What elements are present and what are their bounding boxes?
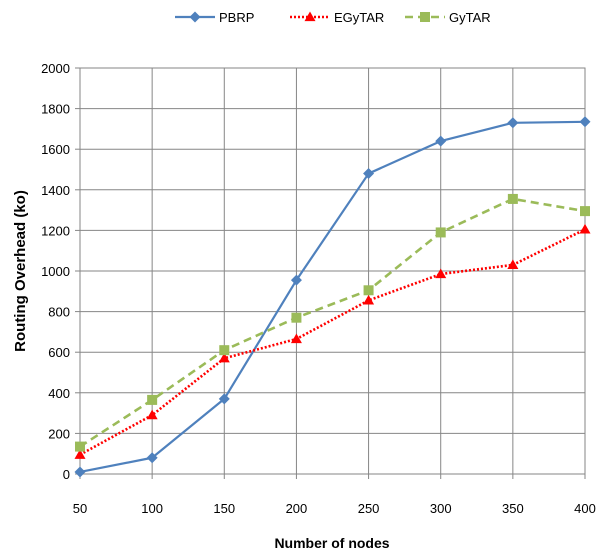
data-point-gytar-350 — [507, 193, 518, 204]
x-tick-label-100: 100 — [141, 501, 163, 516]
y-axis-title: Routing Overhead (ko) — [12, 190, 29, 352]
data-point-gytar-150 — [219, 345, 230, 356]
legend-marker-pbrp — [189, 11, 201, 23]
y-tick-label-1200: 1200 — [41, 223, 70, 238]
x-axis-tick-labels: 50 100 150 200 250 300 350 400 — [73, 501, 596, 516]
data-point-gytar-300 — [435, 227, 446, 238]
data-point-egytar-300 — [435, 268, 447, 279]
data-point-pbrp-50 — [74, 466, 86, 478]
x-tick-label-200: 200 — [286, 501, 308, 516]
legend-item-egytar: EGyTAR — [290, 10, 384, 25]
legend-label-gytar: GyTAR — [449, 10, 491, 25]
data-point-gytar-200 — [291, 312, 302, 323]
legend-item-pbrp: PBRP — [175, 10, 254, 25]
gridlines — [75, 67, 586, 479]
series-gytar — [75, 193, 590, 452]
x-tick-label-150: 150 — [213, 501, 235, 516]
y-tick-label-800: 800 — [48, 305, 70, 320]
series-line-egytar — [79, 228, 586, 456]
series-pbrp — [74, 116, 591, 478]
legend-label-egytar: EGyTAR — [334, 10, 384, 25]
data-point-egytar-350 — [507, 259, 519, 270]
x-axis-title: Number of nodes — [274, 535, 389, 551]
x-tick-label-50: 50 — [73, 501, 87, 516]
legend-marker-egytar — [304, 11, 316, 22]
legend-item-gytar: GyTAR — [405, 10, 491, 25]
y-tick-label-400: 400 — [48, 386, 70, 401]
data-point-pbrp-350 — [507, 117, 519, 129]
y-tick-label-1800: 1800 — [41, 102, 70, 117]
y-tick-label-200: 200 — [48, 426, 70, 441]
data-point-pbrp-200 — [290, 274, 302, 286]
legend-marker-gytar — [420, 12, 430, 22]
legend: PBRP EGyTAR GyTAR — [175, 10, 491, 25]
data-point-pbrp-100 — [146, 452, 158, 464]
legend-label-pbrp: PBRP — [219, 10, 254, 25]
data-point-egytar-200 — [290, 333, 302, 344]
series-egytar — [74, 223, 591, 459]
y-tick-label-1000: 1000 — [41, 264, 70, 279]
data-point-gytar-50 — [75, 441, 85, 452]
x-tick-label-300: 300 — [430, 501, 452, 516]
series-layer — [74, 116, 591, 478]
x-tick-label-350: 350 — [502, 501, 524, 516]
data-point-egytar-150 — [218, 352, 230, 363]
x-tick-label-250: 250 — [358, 501, 380, 516]
data-point-egytar-400 — [579, 223, 591, 234]
data-point-egytar-100 — [146, 409, 158, 420]
data-point-egytar-50 — [74, 449, 86, 459]
data-point-gytar-400 — [580, 206, 590, 217]
data-point-pbrp-250 — [363, 168, 375, 180]
series-line-pbrp — [79, 120, 586, 474]
data-point-gytar-250 — [363, 285, 374, 296]
data-point-pbrp-400 — [579, 116, 591, 128]
y-tick-label-1600: 1600 — [41, 142, 70, 157]
data-point-pbrp-300 — [435, 135, 447, 147]
y-tick-label-0: 0 — [63, 467, 70, 482]
data-point-gytar-100 — [147, 394, 158, 405]
y-tick-label-2000: 2000 — [41, 61, 70, 76]
x-tick-label-400: 400 — [574, 501, 596, 516]
y-tick-label-600: 600 — [48, 345, 70, 360]
data-point-egytar-250 — [363, 294, 375, 305]
y-tick-label-1400: 1400 — [41, 183, 70, 198]
data-point-pbrp-150 — [218, 393, 230, 405]
y-axis-tick-labels: 0 200 400 600 800 1000 1200 1400 1600 1800 2000 — [41, 61, 70, 482]
series-line-gytar — [79, 197, 586, 448]
